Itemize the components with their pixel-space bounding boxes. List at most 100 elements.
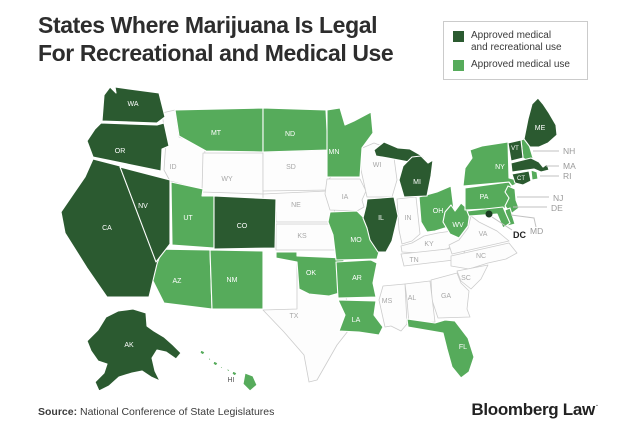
state-label-ID: ID — [170, 164, 177, 171]
state-CO — [213, 195, 277, 250]
state-label-NM: NM — [227, 277, 238, 284]
state-label-MS: MS — [382, 298, 393, 305]
state-label-VA: VA — [479, 231, 488, 238]
state-label-IL: IL — [378, 215, 384, 222]
state-MA — [510, 157, 550, 173]
state-label-CO: CO — [237, 223, 248, 230]
state-AL — [404, 280, 436, 325]
state-IA — [324, 178, 367, 212]
state-WA — [101, 86, 166, 124]
legend-label-medical: Approved medical use — [471, 59, 570, 70]
state-HI — [219, 365, 224, 370]
state-VA — [448, 215, 510, 255]
legend-swatch-medical — [453, 60, 464, 71]
dc-marker — [485, 210, 493, 218]
state-label-TN: TN — [409, 257, 418, 264]
bloomberg-law-logo: Bloomberg Law· — [471, 400, 598, 419]
state-label-IN: IN — [405, 215, 412, 222]
state-NM — [209, 249, 264, 310]
state-HI — [212, 360, 219, 367]
state-IL — [362, 196, 399, 253]
source-note: Source: National Conference of State Leg… — [38, 406, 274, 418]
callout-label-NH: NH — [563, 146, 575, 156]
source-text: National Conference of State Legislature… — [77, 406, 275, 418]
state-VT — [507, 139, 524, 162]
page-title: States Where Marijuana Is Legal For Recr… — [38, 11, 394, 67]
callout-label-MA: MA — [563, 161, 576, 171]
state-GA — [430, 272, 471, 319]
legend-item-medical: Approved medical use — [453, 59, 581, 71]
state-LA — [337, 299, 384, 336]
state-label-AL: AL — [408, 295, 417, 302]
state-label-GA: GA — [441, 293, 451, 300]
state-label-SD: SD — [286, 164, 296, 171]
state-label-AK: AK — [124, 342, 134, 349]
state-HI — [231, 370, 238, 377]
state-NY — [462, 141, 524, 187]
state-AK — [86, 308, 182, 392]
state-OR — [86, 122, 170, 172]
brand-trademark: · — [595, 403, 598, 410]
callout-label-DE: DE — [551, 203, 563, 213]
state-ME — [523, 97, 558, 148]
state-label-OH: OH — [433, 208, 444, 215]
state-label-HI: HI — [228, 377, 235, 384]
callout-label-MD: MD — [530, 226, 543, 236]
state-label-MT: MT — [211, 130, 222, 137]
state-CT — [511, 170, 532, 186]
state-label-PA: PA — [480, 194, 489, 201]
state-label-MI: MI — [413, 179, 421, 186]
state-NV — [119, 166, 171, 263]
state-label-NC: NC — [476, 253, 486, 260]
state-MT — [174, 107, 264, 153]
state-label-VT: VT — [511, 146, 519, 152]
state-MI — [398, 155, 434, 198]
state-NC — [450, 242, 518, 270]
state-label-AZ: AZ — [173, 278, 183, 285]
state-WV — [442, 202, 471, 239]
state-label-MO: MO — [350, 237, 362, 244]
state-MN — [326, 107, 374, 178]
state-label-OR: OR — [115, 148, 126, 155]
state-label-MN: MN — [329, 149, 340, 156]
state-label-AR: AR — [352, 275, 362, 282]
state-label-NY: NY — [495, 164, 505, 171]
state-label-WA: WA — [127, 101, 138, 108]
state-label-CT: CT — [517, 176, 525, 182]
legend-label-recreational: Approved medical and recreational use — [471, 30, 562, 53]
state-label-NV: NV — [138, 203, 148, 210]
state-label-FL: FL — [459, 344, 467, 351]
legend-item-recreational: Approved medical and recreational use — [453, 30, 581, 54]
state-SC — [456, 264, 489, 290]
state-AR — [335, 259, 378, 299]
state-MD — [466, 206, 511, 229]
state-WY — [201, 152, 264, 195]
state-FL — [406, 318, 475, 379]
state-label-OK: OK — [306, 270, 316, 277]
state-label-IA: IA — [342, 194, 349, 201]
state-SD — [262, 149, 332, 192]
state-ND — [262, 107, 329, 153]
legend: Approved medical and recreational use Ap… — [443, 21, 588, 80]
state-label-KY: KY — [424, 241, 434, 248]
state-label-NE: NE — [291, 202, 301, 209]
state-label-UT: UT — [183, 215, 193, 222]
state-label-WY: WY — [221, 176, 233, 183]
title-line-1: States Where Marijuana Is Legal — [38, 12, 378, 38]
state-label-LA: LA — [352, 317, 361, 324]
state-label-WV: WV — [452, 222, 464, 229]
state-label-KS: KS — [297, 233, 307, 240]
state-RI — [530, 169, 539, 181]
callout-line-MD — [510, 214, 537, 228]
callout-label-NJ: NJ — [553, 193, 563, 203]
callout-line-DC — [491, 216, 513, 231]
state-label-ME: ME — [535, 125, 546, 132]
callout-label-DC: DC — [513, 230, 526, 240]
state-HI — [225, 367, 231, 373]
state-OK — [275, 251, 345, 297]
state-HI — [199, 349, 206, 356]
state-label-TX: TX — [290, 313, 299, 320]
callout-label-RI: RI — [563, 171, 572, 181]
